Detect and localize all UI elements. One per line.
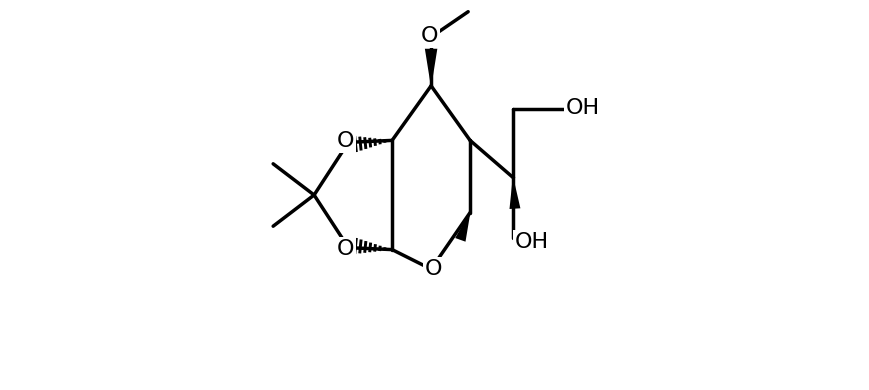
Text: O: O xyxy=(336,239,354,259)
Polygon shape xyxy=(454,213,470,242)
Text: O: O xyxy=(336,131,354,151)
Text: O: O xyxy=(424,259,441,279)
Text: OH: OH xyxy=(514,232,548,252)
Polygon shape xyxy=(424,49,437,86)
Text: OH: OH xyxy=(565,98,599,118)
Text: O: O xyxy=(421,26,438,46)
Polygon shape xyxy=(509,177,520,209)
